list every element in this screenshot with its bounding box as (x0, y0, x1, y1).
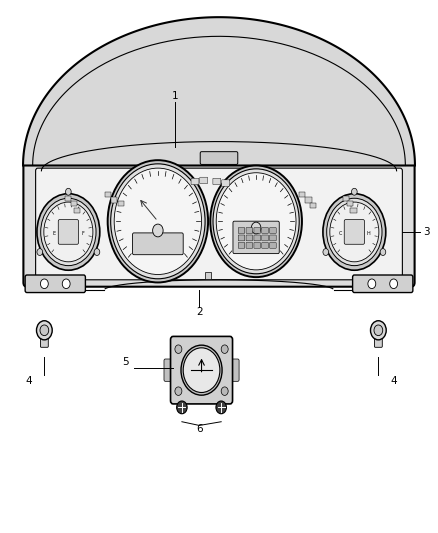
FancyBboxPatch shape (238, 235, 245, 241)
Circle shape (221, 345, 228, 353)
Circle shape (114, 168, 201, 274)
Bar (343, 196, 349, 201)
Circle shape (371, 321, 386, 340)
FancyBboxPatch shape (23, 161, 415, 287)
Bar (310, 203, 316, 208)
FancyBboxPatch shape (191, 178, 199, 184)
FancyBboxPatch shape (164, 359, 173, 381)
Circle shape (175, 345, 182, 353)
Bar (105, 192, 111, 197)
Text: C: C (339, 231, 342, 236)
Circle shape (41, 198, 96, 265)
Circle shape (44, 202, 93, 262)
Text: 2: 2 (196, 306, 203, 317)
FancyBboxPatch shape (353, 275, 413, 293)
Polygon shape (23, 17, 415, 165)
FancyBboxPatch shape (222, 180, 230, 186)
Circle shape (175, 387, 182, 395)
Circle shape (36, 321, 52, 340)
FancyBboxPatch shape (270, 243, 276, 248)
Bar (71, 201, 77, 206)
FancyBboxPatch shape (40, 328, 48, 348)
Text: 1: 1 (172, 91, 179, 101)
FancyBboxPatch shape (254, 243, 261, 248)
Text: 4: 4 (390, 376, 397, 386)
FancyBboxPatch shape (233, 221, 279, 254)
FancyBboxPatch shape (254, 235, 261, 241)
Circle shape (66, 188, 71, 195)
FancyBboxPatch shape (270, 228, 276, 233)
FancyBboxPatch shape (262, 228, 268, 233)
FancyBboxPatch shape (25, 275, 85, 293)
Circle shape (177, 401, 187, 414)
Circle shape (40, 325, 49, 336)
Circle shape (380, 248, 386, 255)
Bar (111, 197, 117, 203)
FancyBboxPatch shape (374, 328, 382, 348)
Bar (65, 196, 71, 201)
Circle shape (37, 248, 42, 255)
Circle shape (390, 279, 398, 288)
Circle shape (221, 387, 228, 395)
FancyBboxPatch shape (270, 235, 276, 241)
Bar (299, 192, 305, 197)
Circle shape (374, 325, 383, 336)
FancyBboxPatch shape (262, 243, 268, 248)
Text: F: F (81, 231, 84, 236)
FancyBboxPatch shape (170, 336, 233, 404)
FancyBboxPatch shape (238, 228, 245, 233)
Circle shape (323, 248, 328, 255)
Circle shape (213, 169, 299, 274)
FancyBboxPatch shape (230, 359, 239, 381)
Text: 6: 6 (196, 424, 203, 434)
Bar (118, 201, 124, 206)
Circle shape (327, 198, 382, 265)
FancyBboxPatch shape (58, 220, 78, 244)
Text: H: H (367, 231, 371, 236)
FancyBboxPatch shape (262, 235, 268, 241)
Circle shape (111, 164, 205, 279)
Circle shape (108, 160, 208, 282)
FancyBboxPatch shape (246, 235, 253, 241)
Circle shape (251, 222, 261, 234)
Bar (350, 208, 357, 213)
Circle shape (37, 193, 100, 270)
Circle shape (183, 348, 220, 392)
FancyBboxPatch shape (133, 233, 183, 255)
Text: 3: 3 (423, 227, 430, 237)
Circle shape (152, 224, 163, 237)
Circle shape (216, 173, 296, 270)
Circle shape (352, 188, 357, 195)
Circle shape (210, 165, 302, 277)
Circle shape (368, 279, 376, 288)
FancyBboxPatch shape (254, 228, 261, 233)
Circle shape (181, 345, 222, 395)
Bar (347, 201, 353, 206)
Circle shape (330, 202, 379, 262)
Circle shape (62, 279, 70, 288)
FancyBboxPatch shape (344, 220, 364, 244)
FancyBboxPatch shape (238, 243, 245, 248)
FancyBboxPatch shape (35, 168, 403, 280)
Text: 5: 5 (122, 357, 128, 367)
Circle shape (94, 248, 100, 255)
FancyBboxPatch shape (246, 228, 253, 233)
FancyBboxPatch shape (200, 152, 238, 165)
Circle shape (216, 401, 226, 414)
Text: E: E (53, 231, 56, 236)
Text: 4: 4 (26, 376, 32, 386)
Bar (74, 208, 80, 213)
Circle shape (323, 193, 386, 270)
FancyBboxPatch shape (213, 178, 221, 184)
Bar (305, 197, 311, 203)
FancyBboxPatch shape (200, 177, 208, 183)
Circle shape (40, 279, 48, 288)
FancyBboxPatch shape (246, 243, 253, 248)
